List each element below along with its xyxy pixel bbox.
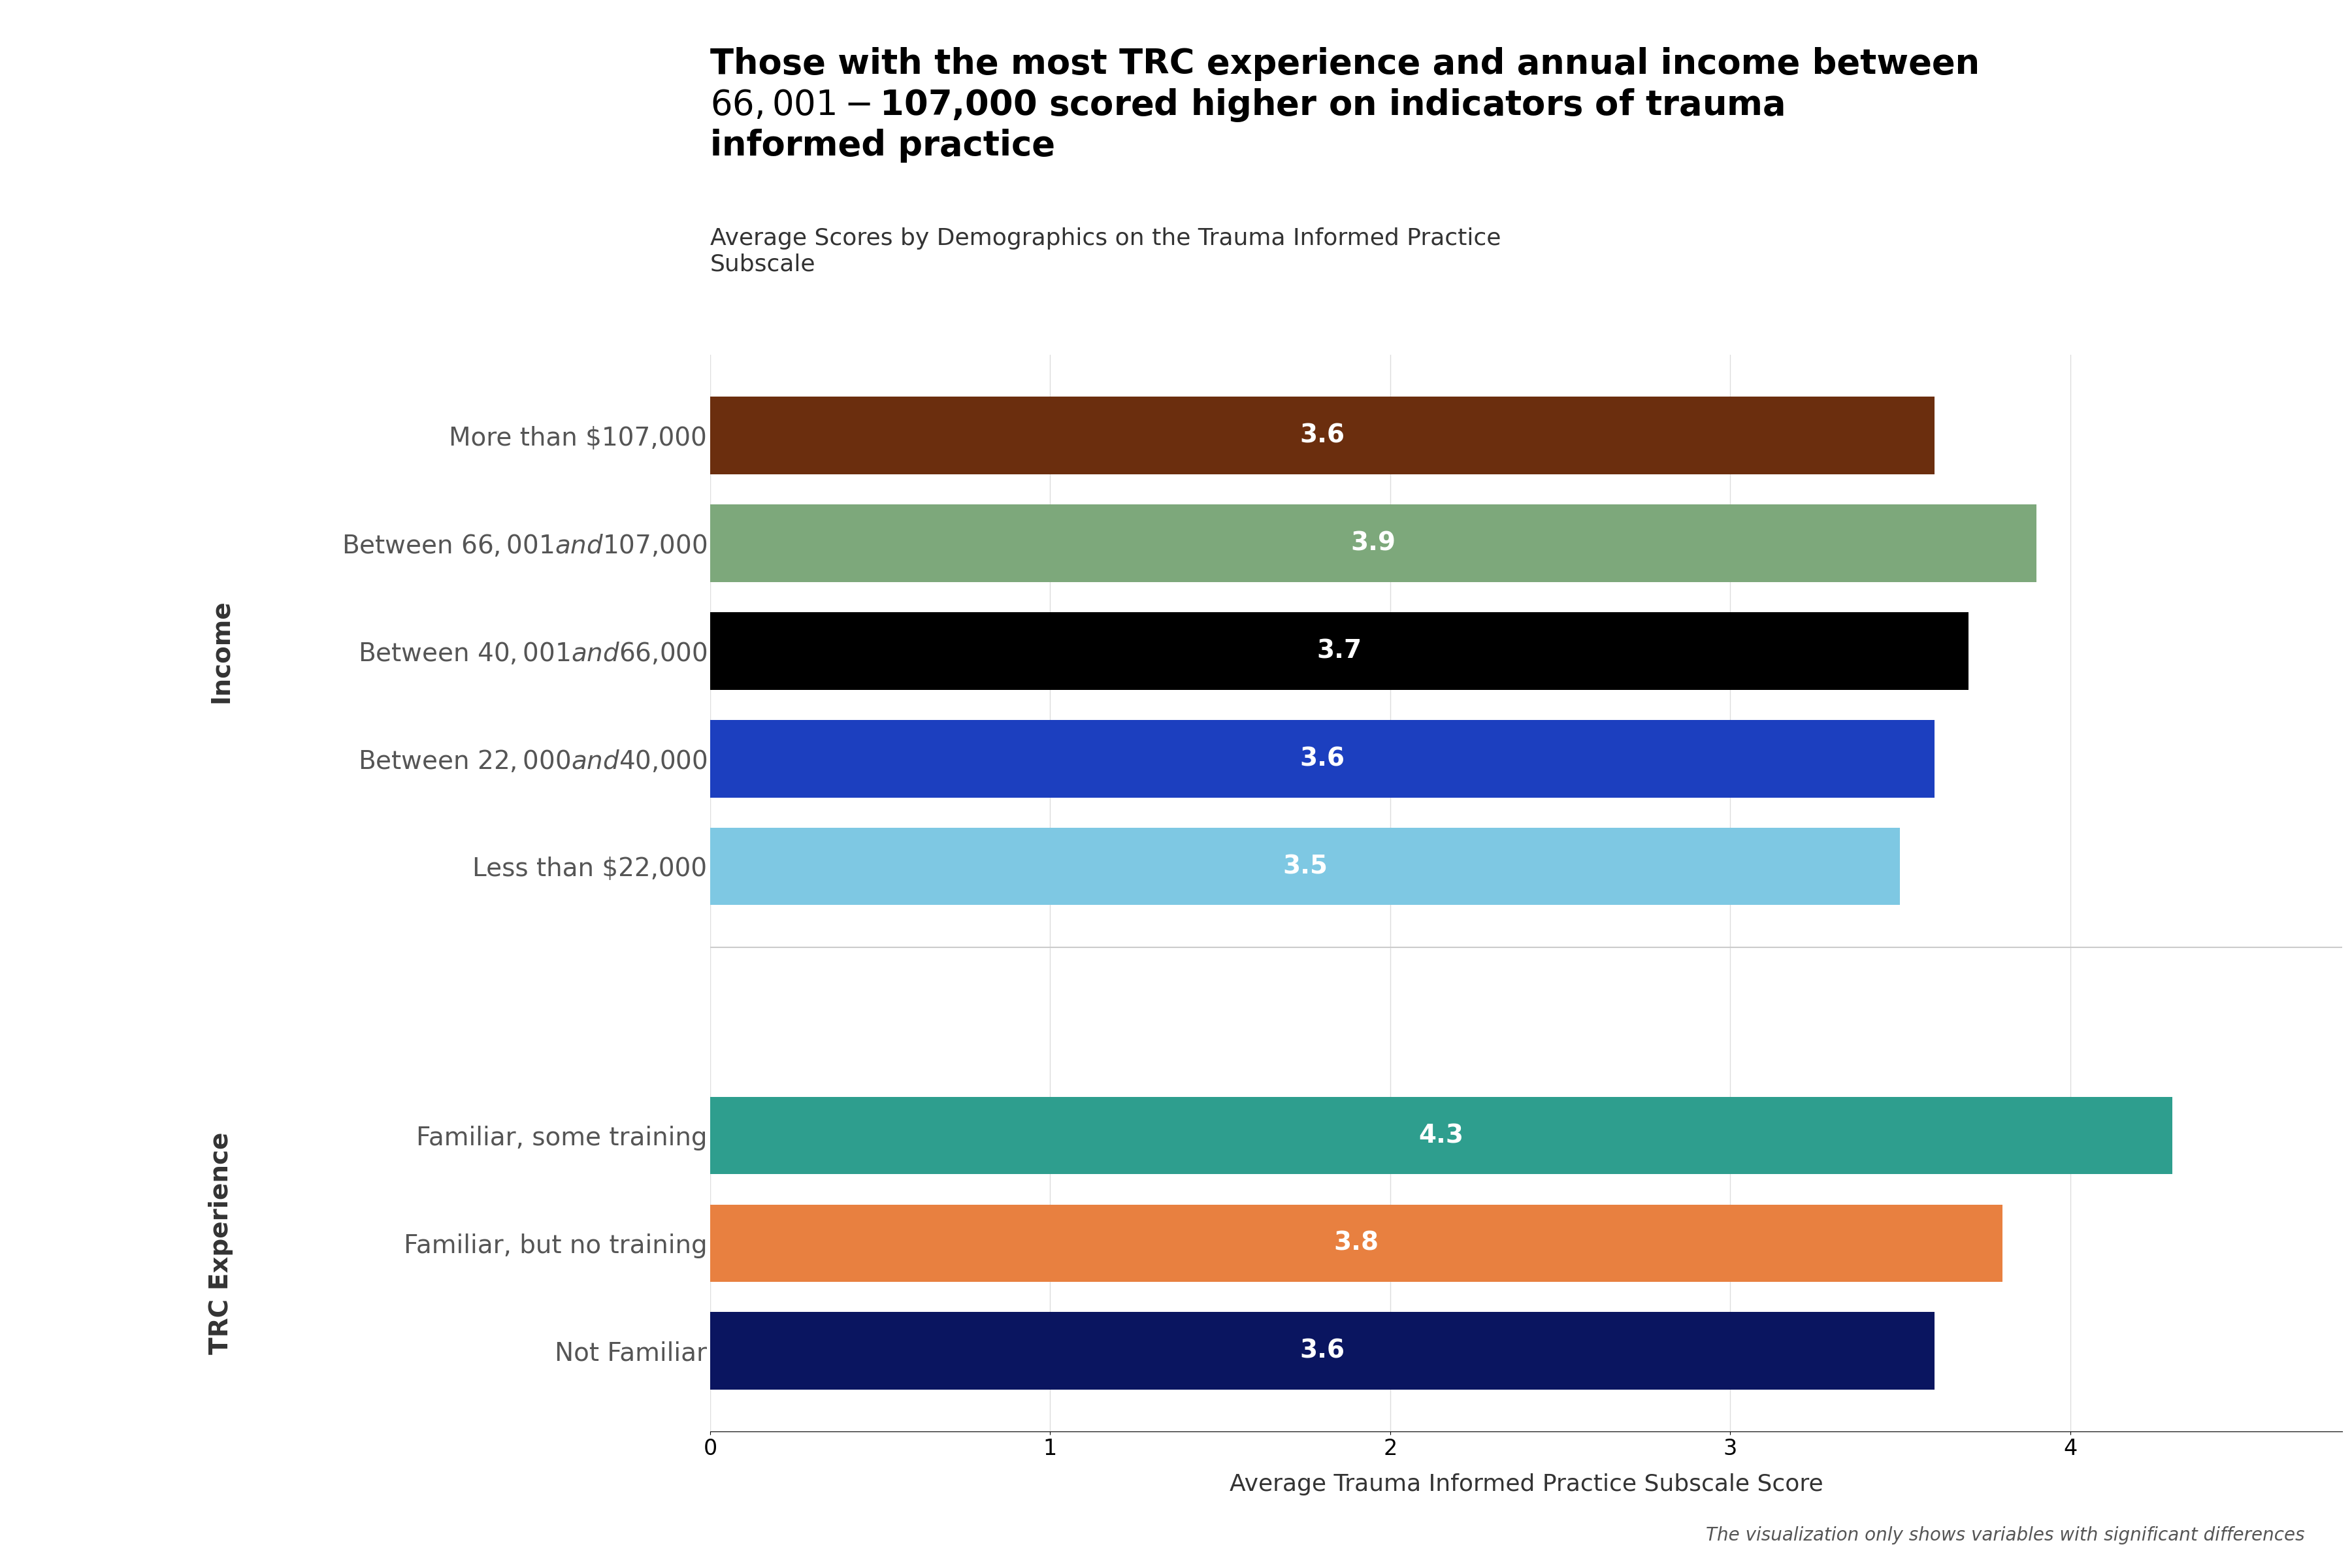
Text: 3.8: 3.8	[1334, 1231, 1378, 1256]
Text: Those with the most TRC experience and annual income between
$66,001-$107,000 sc: Those with the most TRC experience and a…	[710, 47, 1980, 163]
Bar	[710, 720, 1933, 798]
Text: 3.9: 3.9	[1350, 532, 1395, 555]
Bar	[710, 1312, 1933, 1389]
Text: 3.6: 3.6	[1301, 746, 1345, 771]
Bar	[710, 505, 2037, 582]
Bar	[710, 828, 1900, 905]
Text: 3.7: 3.7	[1317, 638, 1362, 663]
Bar	[710, 1096, 2173, 1174]
Text: 3.6: 3.6	[1301, 1339, 1345, 1364]
Text: 4.3: 4.3	[1418, 1123, 1463, 1148]
Text: Income: Income	[209, 599, 233, 702]
Text: Average Scores by Demographics on the Trauma Informed Practice
Subscale: Average Scores by Demographics on the Tr…	[710, 227, 1501, 276]
Text: TRC Experience: TRC Experience	[209, 1132, 233, 1355]
Bar	[710, 612, 1969, 690]
Text: The visualization only shows variables with significant differences: The visualization only shows variables w…	[1705, 1526, 2305, 1544]
X-axis label: Average Trauma Informed Practice Subscale Score: Average Trauma Informed Practice Subscal…	[1230, 1474, 1823, 1496]
Bar	[710, 1204, 2002, 1283]
Bar	[710, 397, 1933, 474]
Text: 3.5: 3.5	[1282, 855, 1329, 878]
Text: 3.6: 3.6	[1301, 423, 1345, 448]
